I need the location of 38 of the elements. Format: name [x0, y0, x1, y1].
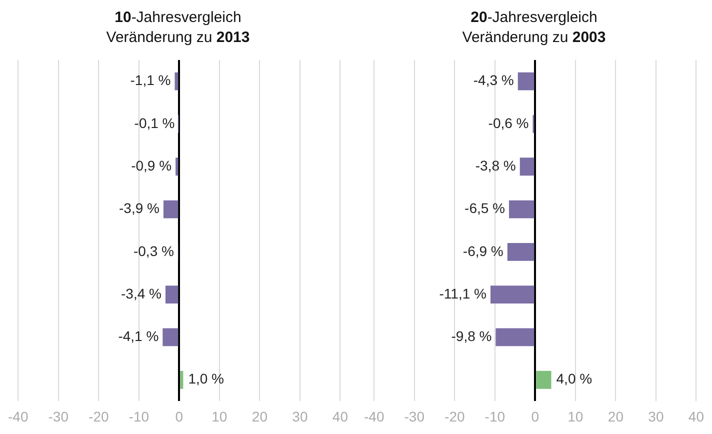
- data-label: -0,1 %: [134, 114, 175, 131]
- data-label: -6,5 %: [464, 200, 505, 216]
- data-label: -6,9 %: [462, 242, 504, 259]
- x-tick-label: -40: [8, 408, 28, 424]
- x-tick-label: -30: [48, 408, 69, 424]
- data-label: 1,0 %: [188, 370, 224, 387]
- data-label: -3,4 %: [121, 285, 162, 302]
- data-label: -1,1 %: [130, 72, 171, 88]
- x-tick-label: 0: [175, 408, 184, 424]
- data-label: 4,0 %: [556, 370, 592, 387]
- x-tick-label: -10: [128, 408, 150, 424]
- data-label: -0,9 %: [131, 157, 172, 174]
- x-tick-label: 20: [608, 408, 624, 424]
- x-tick-label: -30: [404, 408, 425, 424]
- data-label: -4,1 %: [118, 328, 159, 344]
- chart-subtitle: Veränderung zu 2003: [461, 28, 607, 48]
- data-label: -4,3 %: [473, 72, 514, 88]
- data-label: -3,9 %: [118, 200, 160, 216]
- data-label: -9,8 %: [451, 328, 492, 344]
- data-label: -0,3 %: [133, 242, 174, 259]
- x-tick-label: 10: [568, 408, 584, 424]
- x-tick-label: 30: [292, 408, 308, 424]
- x-tick-label: 0: [531, 408, 540, 424]
- x-tick-label: 20: [252, 408, 268, 424]
- chart-title: 20-Jahresvergleich: [470, 8, 598, 28]
- x-tick-label: -10: [484, 408, 506, 424]
- x-tick-label: -20: [444, 408, 465, 424]
- x-tick-label: 40: [688, 408, 704, 424]
- x-tick-label: -20: [88, 408, 109, 424]
- x-tick-label: -40: [364, 408, 384, 424]
- data-label: -0,6 %: [488, 114, 529, 131]
- data-label: -11,1 %: [439, 285, 486, 302]
- chart-title: 10-Jahresvergleich: [114, 8, 242, 28]
- x-tick-label: 10: [212, 408, 228, 424]
- x-tick-label: 40: [332, 408, 348, 424]
- chart-subtitle: Veränderung zu 2013: [105, 28, 251, 48]
- data-label: -3,8 %: [475, 157, 516, 174]
- x-tick-label: 30: [648, 408, 664, 424]
